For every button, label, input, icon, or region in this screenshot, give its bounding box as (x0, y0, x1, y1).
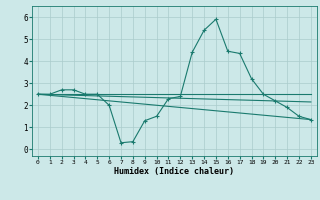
X-axis label: Humidex (Indice chaleur): Humidex (Indice chaleur) (115, 167, 234, 176)
